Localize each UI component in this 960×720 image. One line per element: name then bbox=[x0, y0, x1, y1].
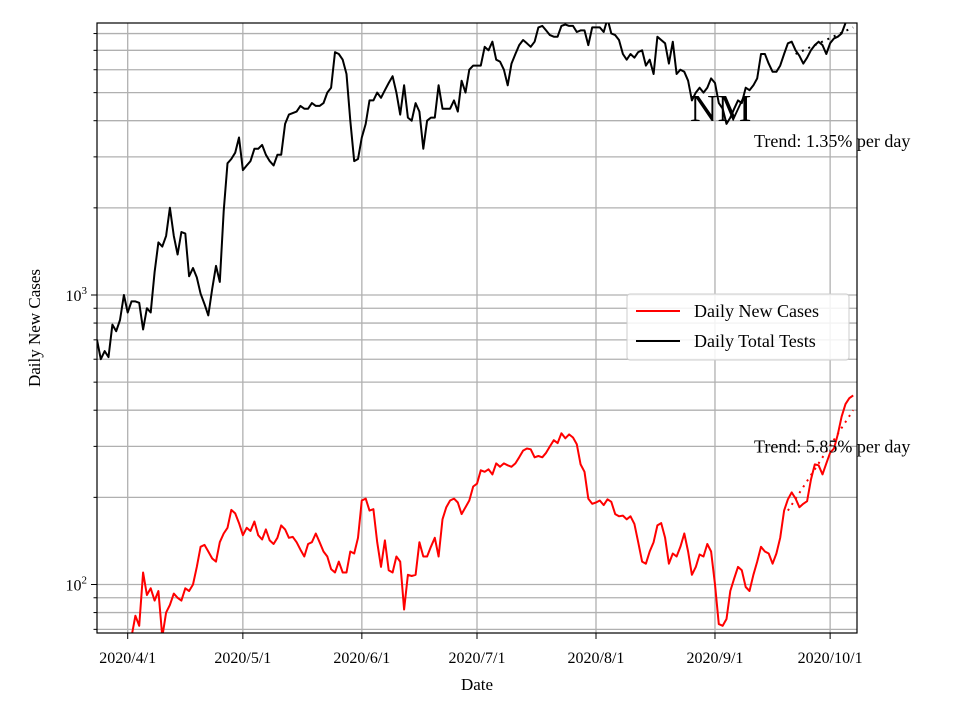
legend-box bbox=[626, 293, 850, 361]
x-tick-label: 2020/5/1 bbox=[214, 650, 271, 667]
y-tick-label: 102 bbox=[66, 575, 88, 595]
x-tick-label: 2020/10/1 bbox=[798, 650, 863, 667]
y-axis-label: Daily New Cases bbox=[25, 269, 44, 387]
x-tick-label: 2020/4/1 bbox=[99, 650, 156, 667]
state-label: NM bbox=[690, 88, 751, 130]
legend: Daily New Cases Daily Total Tests bbox=[626, 293, 850, 361]
x-tick-label: 2020/7/1 bbox=[449, 650, 506, 667]
x-tick-label: 2020/9/1 bbox=[687, 650, 744, 667]
x-tick-label: 2020/8/1 bbox=[568, 650, 625, 667]
ticks: 2020/4/1 2020/5/1 2020/6/1 2020/7/1 2020/8/1… bbox=[66, 33, 863, 667]
legend-label-cases: Daily New Cases bbox=[694, 301, 819, 321]
series-line-daily-total-tests bbox=[97, 23, 847, 361]
trend-labels: Trend: 5.85% per day Trend: 1.35% per day bbox=[754, 131, 910, 456]
trend-label-cases: Trend: 5.85% per day bbox=[754, 436, 910, 456]
series-line-daily-new-cases bbox=[131, 394, 854, 633]
series-layer bbox=[97, 23, 855, 633]
legend-label-tests: Daily Total Tests bbox=[694, 331, 816, 351]
x-tick-label: 2020/6/1 bbox=[333, 650, 390, 667]
trend-label-tests: Trend: 1.35% per day bbox=[754, 131, 910, 151]
trend-line-cases bbox=[787, 409, 855, 512]
x-axis-label: Date bbox=[461, 675, 493, 694]
y-tick-label: 103 bbox=[66, 285, 88, 305]
